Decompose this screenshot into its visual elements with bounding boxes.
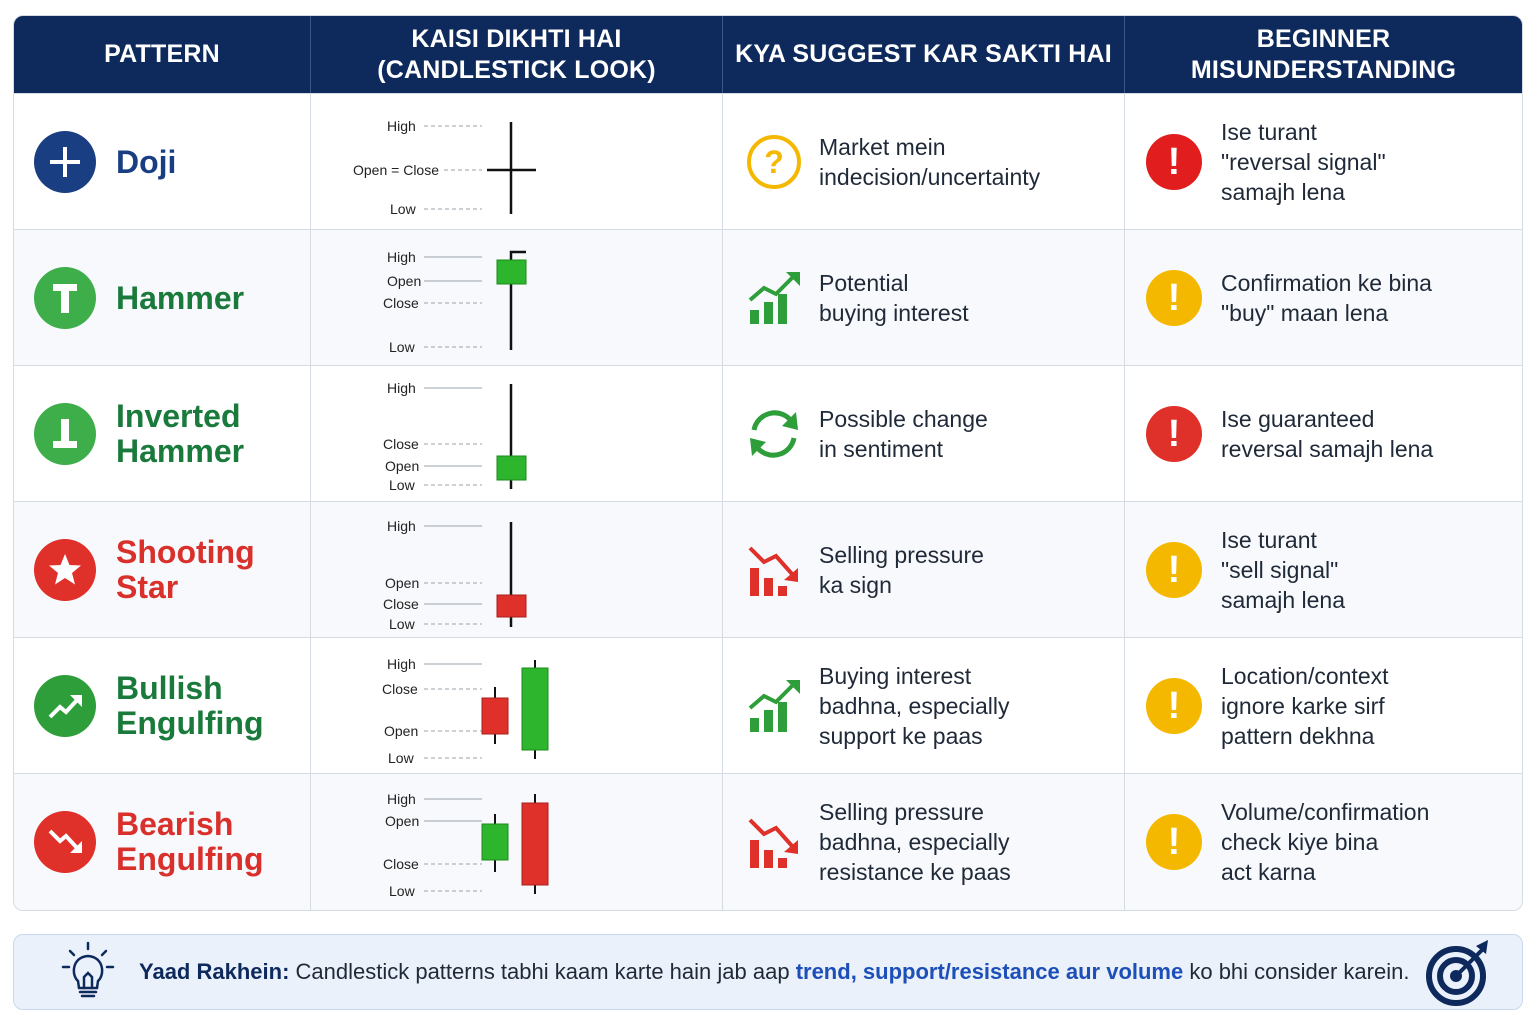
pattern-name: Hammer — [116, 279, 245, 316]
reminder-box: Yaad Rakhein: Candlestick patterns tabhi… — [13, 934, 1523, 1010]
pattern-table: PATTERN KAISI DIKHTI HAI (CANDLESTICK LO… — [13, 15, 1523, 911]
refresh-icon — [744, 404, 804, 464]
lightbulb-icon — [58, 941, 118, 1003]
candle-label: High — [387, 656, 416, 672]
candle-label: Open — [385, 458, 419, 474]
header-misunderstanding: BEGINNER MISUNDERSTANDING — [1190, 24, 1457, 84]
candle-label: Close — [383, 856, 419, 872]
candle-label: Low — [389, 339, 416, 355]
table-row: Inverted Hammer High Close Open Low Poss… — [14, 365, 1522, 502]
candle-label: Low — [389, 616, 416, 632]
candle-diagram: High Open Close Low — [383, 249, 527, 355]
header-suggest: KYA SUGGEST KAR SAKTI HAI — [735, 40, 1112, 68]
exclamation-icon: ! — [1146, 406, 1202, 462]
candle-label: Open — [385, 813, 419, 829]
candle-label: High — [387, 791, 416, 807]
candle-label: Open = Close — [353, 162, 439, 178]
exclamation-icon: ! — [1146, 542, 1202, 598]
suggest-text: Selling pressure ka sign — [819, 542, 984, 598]
candle-label: Open — [387, 273, 421, 289]
star-icon — [34, 539, 96, 601]
inverted-hammer-icon — [34, 403, 96, 465]
question-circle-icon: ? — [744, 132, 804, 192]
exclamation-icon: ! — [1146, 270, 1202, 326]
reminder-text-start: Candlestick patterns tabhi kaam karte ha… — [289, 959, 796, 984]
candle-diagram: High Close Open Low — [382, 656, 549, 766]
candle-label: High — [387, 518, 416, 534]
reminder-highlight: trend, support/resistance aur volume — [795, 959, 1184, 984]
candle-label: Low — [388, 750, 415, 766]
misunderstanding-text: Volume/confirmation check kiye bina act … — [1221, 799, 1430, 885]
pattern-name: Bearish Engulfing — [116, 806, 264, 877]
suggest-text: Potential buying interest — [819, 270, 969, 326]
trend-down-icon — [744, 540, 804, 600]
pattern-name: Inverted Hammer — [116, 398, 245, 469]
candle-label: Close — [382, 681, 418, 697]
exclamation-icon: ! — [1146, 678, 1202, 734]
misunderstanding-text: Confirmation ke bina "buy" maan lena — [1221, 270, 1432, 326]
header-candlestick-look: KAISI DIKHTI HAI (CANDLESTICK LOOK) — [377, 24, 656, 84]
candle-diagram: High Close Open Low — [383, 380, 527, 493]
table-row: Bullish Engulfing High Close Open Low Bu… — [14, 637, 1522, 774]
reminder-text-end: ko bhi consider karein. — [1183, 959, 1410, 984]
svg-text:?: ? — [764, 144, 784, 180]
hammer-icon — [34, 267, 96, 329]
candle-diagram: High Open Close Low — [383, 791, 549, 899]
misunderstanding-text: Ise turant "sell signal" samajh lena — [1221, 527, 1346, 613]
misunderstanding-text: Ise guaranteed reversal samajh lena — [1221, 406, 1434, 462]
candle-label: High — [387, 249, 416, 265]
trend-up-icon — [744, 676, 804, 736]
misunderstanding-text: Ise turant "reversal signal" samajh lena — [1221, 119, 1386, 205]
header-pattern: PATTERN — [104, 40, 220, 68]
table-header: PATTERN KAISI DIKHTI HAI (CANDLESTICK LO… — [14, 16, 1522, 93]
candle-label: Close — [383, 295, 419, 311]
candle-label: Open — [385, 575, 419, 591]
pattern-name: Shooting Star — [116, 534, 255, 605]
trend-up-icon — [744, 268, 804, 328]
table-row: Hammer High Open Close Low Potential buy… — [14, 229, 1522, 366]
table-row: Shooting Star High Open Close Low Sellin… — [14, 501, 1522, 638]
pattern-name: Doji — [116, 143, 177, 180]
plus-icon — [34, 131, 96, 193]
table-row: Bearish Engulfing High Open Close Low Se… — [14, 773, 1522, 910]
candle-diagram: High Open Close Low — [383, 518, 527, 632]
suggest-text: Selling pressure badhna, especially resi… — [819, 799, 1011, 885]
arrow-down-right-icon — [34, 811, 96, 873]
candle-label: Close — [383, 596, 419, 612]
candle-label: Low — [389, 477, 416, 493]
candle-label: Open — [384, 723, 418, 739]
arrow-up-right-icon — [34, 675, 96, 737]
candle-label: Close — [383, 436, 419, 452]
candle-label: High — [387, 118, 416, 134]
suggest-text: Possible change in sentiment — [819, 406, 988, 462]
trend-down-icon — [744, 812, 804, 872]
suggest-text: Market mein indecision/uncertainty — [819, 134, 1041, 190]
misunderstanding-text: Location/context ignore karke sirf patte… — [1221, 663, 1389, 749]
exclamation-icon: ! — [1146, 814, 1202, 870]
candle-label: Low — [390, 201, 417, 217]
reminder-text: Yaad Rakhein: Candlestick patterns tabhi… — [139, 935, 1409, 1009]
candle-label: High — [387, 380, 416, 396]
pattern-name: Bullish Engulfing — [116, 670, 264, 741]
candle-diagram: High Open = Close Low — [353, 118, 536, 217]
target-icon — [1424, 938, 1494, 1006]
reminder-label: Yaad Rakhein: — [139, 959, 290, 984]
suggest-text: Buying interest badhna, especially suppo… — [819, 663, 1010, 749]
exclamation-icon: ! — [1146, 134, 1202, 190]
candle-label: Low — [389, 883, 416, 899]
table-row: Doji High Open = Close Low ? Market mein… — [14, 93, 1522, 230]
